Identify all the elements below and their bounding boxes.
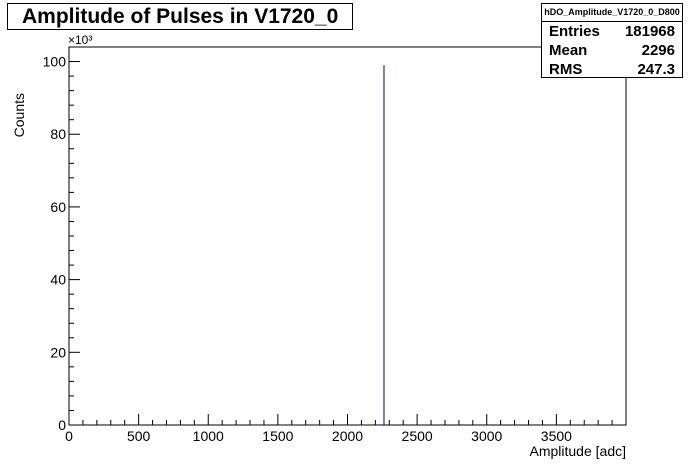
y-axis-exponent-label: ×10³: [68, 33, 92, 47]
stats-histogram-name: hDO_Amplitude_V1720_0_D800: [542, 4, 682, 22]
y-tick-label: 40: [50, 272, 66, 288]
x-tick-label: 1500: [262, 428, 293, 444]
y-axis: 0 20 40 60 80 100: [43, 54, 80, 433]
x-tick-label: 0: [65, 428, 73, 444]
stats-row-rms: RMS 247.3: [542, 60, 682, 79]
stats-label: Mean: [549, 42, 588, 59]
y-tick-label: 20: [50, 344, 66, 360]
chart-title-box: Amplitude of Pulses in V1720_0: [7, 3, 353, 30]
stats-value: 2296: [641, 42, 675, 59]
y-tick-label: 80: [50, 126, 66, 142]
stats-row-mean: Mean 2296: [542, 41, 682, 60]
x-tick-label: 2000: [332, 428, 363, 444]
x-axis-label: Amplitude [adc]: [530, 443, 627, 459]
stats-value: 181968: [624, 23, 675, 40]
stats-label: RMS: [549, 61, 583, 78]
stats-label: Entries: [549, 23, 600, 40]
chart-title: Amplitude of Pulses in V1720_0: [22, 4, 339, 28]
stats-value: 247.3: [637, 61, 675, 78]
plot-frame: [68, 46, 627, 426]
x-tick-label: 3500: [541, 428, 572, 444]
x-tick-label: 1000: [193, 428, 224, 444]
x-tick-label: 500: [127, 428, 151, 444]
y-tick-label: 0: [58, 417, 66, 433]
y-tick-label: 60: [50, 199, 66, 215]
x-axis: 0 500 1000 1500 2000 2500 3000 3500: [65, 414, 627, 444]
y-axis-label: Counts: [11, 93, 27, 137]
y-tick-label: 100: [43, 54, 67, 70]
plot-area-border: [68, 46, 627, 426]
stats-box: hDO_Amplitude_V1720_0_D800 Entries 18196…: [541, 3, 683, 78]
x-tick-label: 3000: [471, 428, 502, 444]
stats-row-entries: Entries 181968: [542, 22, 682, 41]
x-tick-label: 2500: [402, 428, 433, 444]
